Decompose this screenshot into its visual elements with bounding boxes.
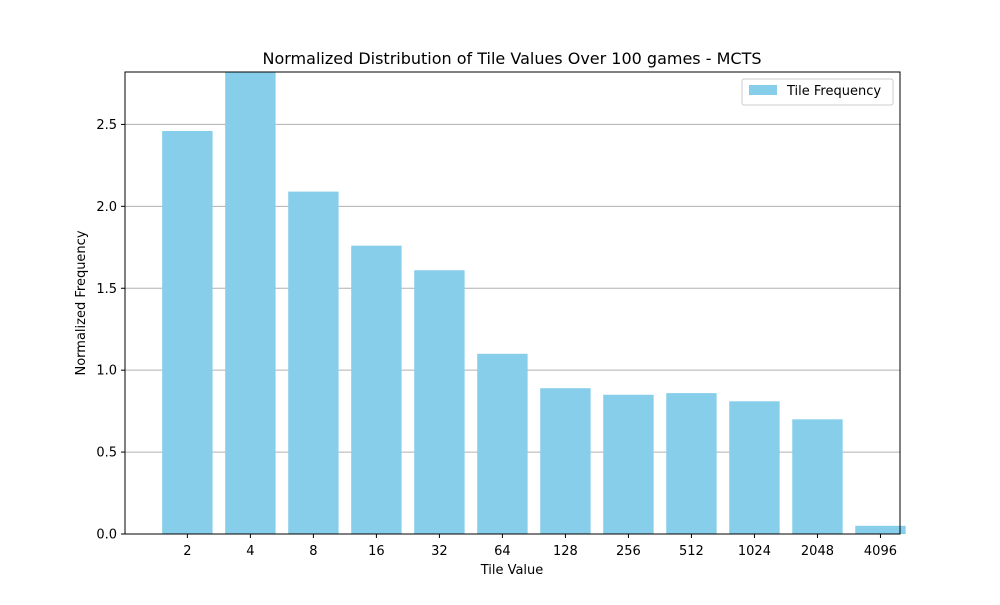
- bar: [225, 72, 276, 534]
- legend-swatch: [749, 85, 777, 95]
- y-tick-label: 2.0: [96, 200, 117, 215]
- y-tick-label: 0.0: [96, 528, 117, 543]
- bar: [603, 394, 654, 534]
- bar: [162, 130, 213, 534]
- x-tick-label: 1024: [738, 544, 771, 559]
- bar: [288, 191, 339, 534]
- y-tick-label: 2.5: [96, 118, 117, 133]
- bar: [414, 270, 465, 534]
- plot-frame: [124, 71, 901, 535]
- bar: [351, 245, 402, 534]
- y-tick-label: 1.0: [96, 364, 117, 379]
- bar: [477, 353, 528, 534]
- legend-box: [741, 78, 894, 106]
- y-axis-ticks: 0.0 0.5 1.0 1.5 2.0 2.5: [96, 118, 125, 543]
- x-tick-label: 256: [616, 544, 641, 559]
- x-tick-label: 32: [431, 544, 448, 559]
- bars-group: [162, 72, 906, 534]
- y-tick-label: 1.5: [96, 282, 117, 297]
- bar: [666, 393, 717, 534]
- y-tick-label: 0.5: [96, 446, 117, 461]
- x-tick-label: 16: [368, 544, 385, 559]
- bar: [729, 401, 780, 534]
- legend: Tile Frequency: [741, 78, 894, 106]
- x-tick-label: 4: [246, 544, 254, 559]
- legend-label: Tile Frequency: [786, 84, 881, 99]
- x-tick-label: 2048: [801, 544, 834, 559]
- x-axis-label: Tile Value: [480, 563, 544, 578]
- x-tick-label: 64: [494, 544, 511, 559]
- bar: [540, 388, 591, 534]
- x-tick-label: 4096: [864, 544, 897, 559]
- x-tick-label: 128: [553, 544, 578, 559]
- bar: [792, 419, 843, 534]
- chart-title: Normalized Distribution of Tile Values O…: [263, 49, 762, 68]
- bar: [855, 525, 906, 534]
- x-axis-ticks: 2 4 8 16 32 64 128 256 512 1024 2048 4096: [183, 534, 897, 559]
- x-tick-label: 8: [309, 544, 317, 559]
- y-axis-label: Normalized Frequency: [74, 230, 89, 375]
- x-tick-label: 512: [679, 544, 704, 559]
- x-tick-label: 2: [183, 544, 191, 559]
